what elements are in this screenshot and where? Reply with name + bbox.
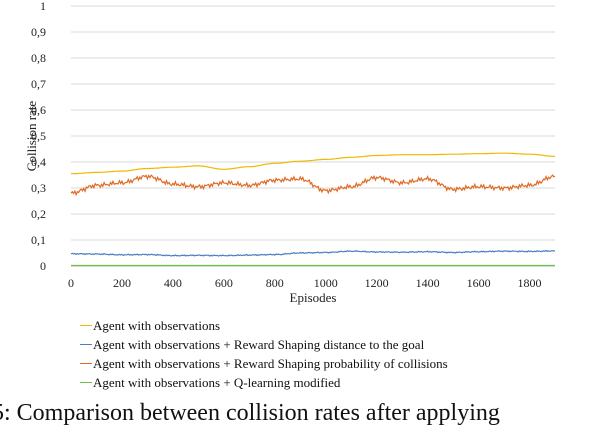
y-tick-label: 0	[40, 259, 46, 273]
legend-swatch	[80, 363, 92, 364]
x-tick-label: 1600	[467, 276, 491, 290]
x-tick-label: 400	[164, 276, 182, 290]
legend-swatch	[80, 325, 92, 326]
x-tick-label: 1000	[314, 276, 338, 290]
y-tick-label: 0,7	[31, 77, 46, 91]
legend-item: Agent with observations	[80, 316, 580, 335]
x-tick-label: 1800	[518, 276, 542, 290]
y-tick-label: 0,8	[31, 51, 46, 65]
legend-label: Agent with observations + Reward Shaping…	[93, 337, 425, 352]
x-tick-label: 0	[68, 276, 74, 290]
x-tick-labels: 0 200 400 600 800 1000 1200 1400 1600 1800	[68, 276, 542, 290]
legend: Agent with observations Agent with obser…	[80, 316, 580, 392]
legend-item: Agent with observations + Q-learning mod…	[80, 373, 580, 392]
y-axis-label: Collision rate	[24, 101, 39, 172]
y-tick-label: 0,1	[31, 233, 46, 247]
legend-swatch	[80, 382, 92, 383]
x-tick-label: 1200	[365, 276, 389, 290]
x-tick-label: 1400	[416, 276, 440, 290]
y-tick-label: 0,4	[31, 155, 46, 169]
gridlines	[71, 5, 555, 267]
series-line-3	[70, 174, 556, 197]
y-tick-labels: 0 0,1 0,2 0,3 0,4 0,5 0,6 0,7 0,8 0,9 1	[31, 0, 46, 273]
series-line-2	[70, 249, 556, 257]
series-line-1	[71, 152, 555, 175]
x-tick-label: 200	[113, 276, 131, 290]
y-tick-label: 0,5	[31, 129, 46, 143]
y-tick-label: 0,2	[31, 207, 46, 221]
legend-label: Agent with observations	[93, 318, 221, 333]
y-tick-label: 0,9	[31, 25, 46, 39]
line-chart: 0 0,1 0,2 0,3 0,4 0,5 0,6 0,7 0,8 0,9 1 0 200 400 600…	[24, 0, 556, 305]
legend-item: Agent with observations + Reward Shaping…	[80, 335, 580, 354]
x-tick-label: 800	[266, 276, 284, 290]
x-axis-label: Episodes	[290, 290, 337, 305]
legend-label: Agent with observations + Reward Shaping…	[93, 356, 448, 371]
legend-item: Agent with observations + Reward Shaping…	[80, 354, 580, 373]
y-tick-label: 0,3	[31, 181, 46, 195]
series-lines	[70, 152, 556, 267]
y-tick-label: 1	[40, 0, 46, 13]
y-tick-label: 0,6	[31, 103, 46, 117]
figure-caption: 5: Comparison between collision rates af…	[0, 400, 500, 426]
x-tick-label: 600	[215, 276, 233, 290]
legend-swatch	[80, 344, 92, 345]
legend-label: Agent with observations + Q-learning mod…	[93, 375, 341, 390]
